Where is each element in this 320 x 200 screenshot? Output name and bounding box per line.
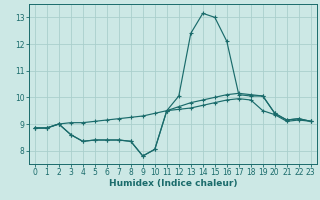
X-axis label: Humidex (Indice chaleur): Humidex (Indice chaleur) [108, 179, 237, 188]
